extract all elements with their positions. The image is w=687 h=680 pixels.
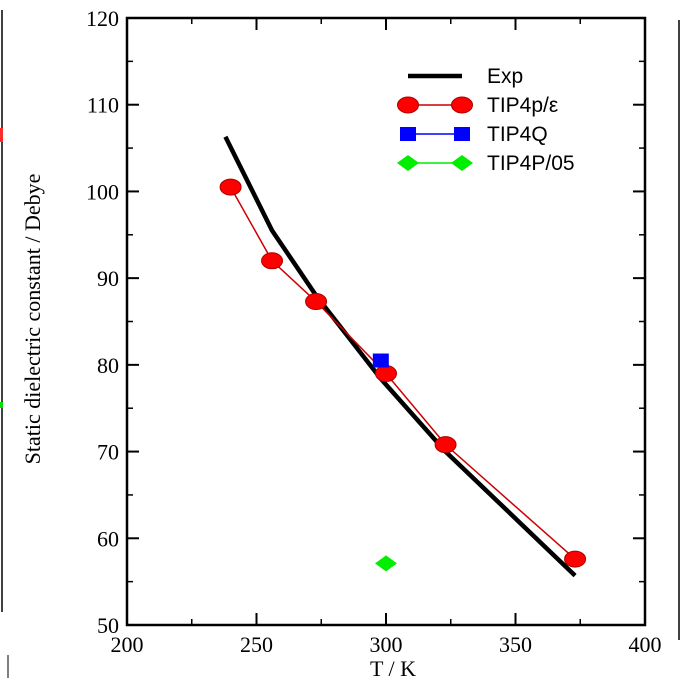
x-tick-label: 400 bbox=[629, 632, 662, 657]
legend-marker bbox=[400, 127, 416, 141]
y-tick-label: 80 bbox=[97, 353, 119, 378]
x-tick-label: 300 bbox=[370, 632, 403, 657]
legend-marker bbox=[454, 127, 470, 141]
x-tick-label: 350 bbox=[499, 632, 532, 657]
x-axis-title: T / K bbox=[370, 656, 416, 680]
y-tick-label: 50 bbox=[97, 613, 119, 638]
y-tick-label: 110 bbox=[87, 93, 119, 118]
legend-entry: TIP4p/ε bbox=[397, 94, 558, 117]
series-3 bbox=[375, 555, 397, 572]
data-point bbox=[434, 436, 457, 454]
x-tick-label: 250 bbox=[240, 632, 273, 657]
data-point bbox=[375, 555, 397, 572]
data-point bbox=[375, 365, 397, 383]
y-tick-label: 60 bbox=[97, 526, 119, 551]
legend-entry: Exp bbox=[408, 65, 523, 88]
data-point bbox=[305, 293, 328, 311]
y-tick-label: 100 bbox=[86, 179, 119, 204]
series-2 bbox=[372, 353, 389, 368]
data-point bbox=[219, 178, 242, 196]
y-tick-label: 90 bbox=[97, 266, 119, 291]
neighbor-marker bbox=[0, 128, 3, 142]
legend-entry: TIP4Q bbox=[400, 123, 548, 146]
y-tick-label: 70 bbox=[97, 440, 119, 465]
legend-marker bbox=[451, 96, 473, 114]
axis-ticks bbox=[126, 17, 646, 626]
tick-labels: 200 250 300 350 400 50 60 70 80 90 100 110 120 bbox=[86, 6, 662, 657]
series-0 bbox=[223, 135, 577, 578]
data-point bbox=[261, 252, 284, 270]
legend-marker bbox=[397, 155, 419, 171]
plot-frame bbox=[125, 16, 647, 627]
y-axis-title: Static dielectric constant / Debye bbox=[20, 174, 45, 465]
data-point bbox=[564, 550, 587, 568]
series-1 bbox=[219, 178, 587, 568]
cropped-neighbor-panel bbox=[0, 10, 9, 678]
series-line bbox=[223, 135, 577, 578]
data-point bbox=[372, 353, 389, 368]
legend-marker bbox=[397, 96, 419, 114]
legend: Exp TIP4p/ε TIP4Q TIP4P/05 bbox=[397, 65, 575, 175]
legend-marker bbox=[451, 155, 473, 171]
legend-entry: TIP4P/05 bbox=[397, 152, 575, 175]
legend-label: TIP4P/05 bbox=[487, 152, 575, 175]
legend-label: Exp bbox=[487, 65, 523, 88]
legend-label: TIP4p/ε bbox=[487, 94, 558, 117]
x-tick-label: 200 bbox=[111, 632, 144, 657]
legend-label: TIP4Q bbox=[487, 123, 548, 146]
series-line bbox=[229, 186, 576, 560]
neighbor-marker bbox=[0, 402, 3, 408]
y-tick-label: 120 bbox=[86, 6, 119, 31]
series-layer bbox=[219, 135, 587, 578]
